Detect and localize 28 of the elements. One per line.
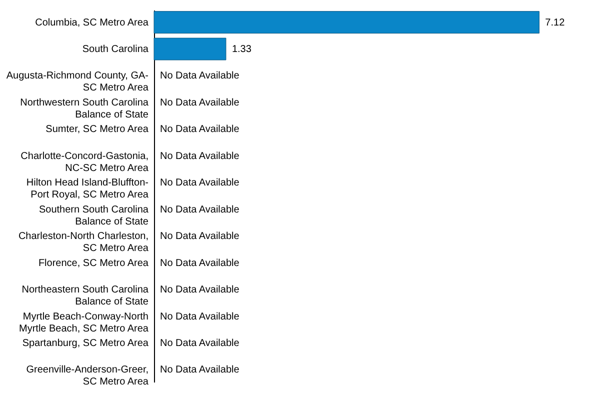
text: No Data Available (160, 258, 240, 269)
y-tick-label: Northeastern South Carolina Balance of State (22, 284, 149, 308)
y-tick-label: Charlotte-Concord-Gastonia, NC-SC Metro Area (20, 150, 149, 174)
text: No Data Available (160, 364, 240, 376)
y-tick-label: Columbia, SC Metro Area (35, 17, 149, 28)
text: No Data Available (160, 150, 240, 162)
y-tick-label: Southern South Carolina Balance of State (38, 204, 149, 228)
y-tick-label: Myrtle Beach-Conway-North Myrtle Beach, SC Metro Area (19, 311, 149, 334)
text: No Data Available (160, 284, 240, 296)
y-tick-label: South Carolina (82, 44, 149, 56)
y-tick-label: Augusta-Richmond County, GA-SC Metro Area (6, 70, 149, 94)
text: No Data Available (160, 124, 240, 136)
data-label: 7.12 (545, 17, 566, 28)
text: No Data Available (160, 231, 240, 242)
data-label: 1.33 (232, 44, 252, 56)
text: No Data Available (160, 178, 240, 189)
y-tick-label: Charleston-North Charleston, SC Metro Area (18, 231, 149, 254)
text: No Data Available (160, 338, 240, 349)
text: No Data Available (160, 311, 240, 322)
text: No Data Available (160, 97, 240, 108)
y-tick-label: Spartanburg, SC Metro Area (22, 338, 149, 349)
text: No Data Available (160, 204, 240, 216)
y-tick-label: Greenville-Anderson-Greer, SC Metro Area (26, 364, 149, 388)
y-tick-label: Sumter, SC Metro Area (46, 124, 149, 136)
y-tick-label: Northwestern South Carolina Balance of State (20, 97, 149, 120)
y-tick-label: Florence, SC Metro Area (38, 258, 149, 269)
y-tick-label: Hilton Head Island-Bluffton-Port Royal, SC Metro Area (26, 178, 149, 201)
text: No Data Available (160, 70, 240, 82)
